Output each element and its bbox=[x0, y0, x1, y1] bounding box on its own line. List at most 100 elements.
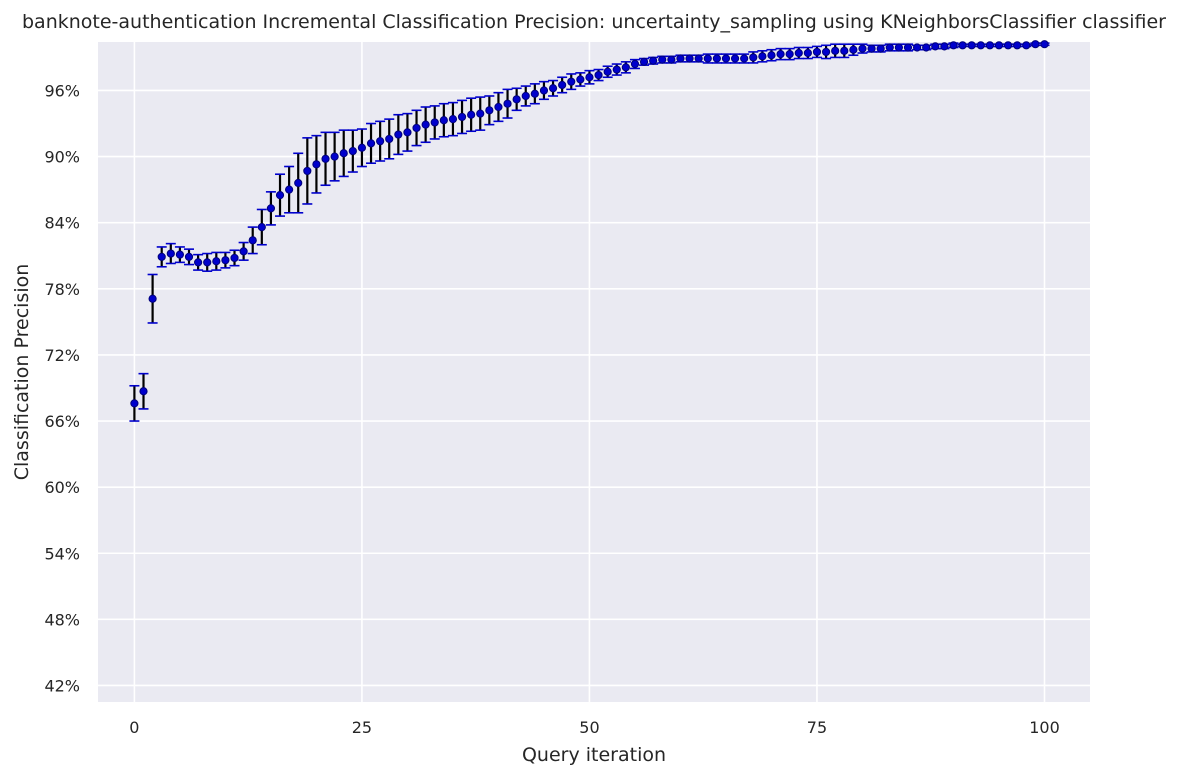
data-point bbox=[639, 57, 649, 66]
data-point bbox=[494, 102, 503, 112]
data-point bbox=[184, 252, 194, 261]
data-point bbox=[403, 128, 412, 137]
data-point bbox=[339, 149, 348, 158]
y-gridlines bbox=[98, 89, 1090, 687]
y-tick-label: 48% bbox=[44, 610, 80, 629]
data-point bbox=[1003, 41, 1013, 50]
data-point bbox=[994, 41, 1004, 50]
data-point bbox=[776, 50, 785, 59]
data-point bbox=[421, 120, 430, 129]
data-point bbox=[958, 41, 967, 50]
y-tick-label: 84% bbox=[44, 214, 80, 233]
data-point bbox=[457, 112, 467, 122]
data-point bbox=[976, 41, 985, 50]
data-point bbox=[876, 44, 885, 53]
data-point bbox=[603, 67, 612, 76]
data-point bbox=[175, 250, 185, 259]
data-point bbox=[266, 204, 276, 213]
data-point bbox=[539, 86, 549, 95]
y-axis-label: Classification Precision bbox=[11, 264, 33, 481]
data-point bbox=[576, 75, 585, 84]
data-point bbox=[1013, 41, 1022, 50]
data-point bbox=[621, 63, 630, 72]
data-point bbox=[394, 130, 403, 139]
data-point bbox=[712, 54, 721, 63]
data-point bbox=[330, 152, 339, 161]
data-point bbox=[812, 47, 822, 57]
data-points bbox=[130, 40, 1049, 408]
data-point bbox=[649, 56, 658, 65]
data-point bbox=[894, 43, 903, 52]
x-tick-label: 75 bbox=[807, 718, 827, 737]
data-point bbox=[212, 257, 221, 266]
data-point bbox=[694, 54, 703, 63]
x-tick-label: 100 bbox=[1029, 718, 1060, 737]
data-point bbox=[430, 118, 439, 127]
plot-area bbox=[98, 42, 1090, 702]
data-point bbox=[594, 70, 603, 80]
data-point bbox=[558, 80, 567, 90]
data-point bbox=[821, 47, 831, 57]
data-point bbox=[166, 249, 175, 258]
data-point bbox=[385, 134, 394, 144]
data-point bbox=[248, 236, 257, 245]
data-point bbox=[512, 95, 521, 104]
data-point bbox=[521, 91, 530, 101]
data-point bbox=[931, 42, 940, 51]
x-tick-label: 0 bbox=[129, 718, 139, 737]
data-point bbox=[530, 89, 539, 98]
data-point bbox=[412, 123, 421, 133]
data-point bbox=[585, 73, 594, 82]
data-point bbox=[922, 43, 931, 52]
data-point bbox=[467, 110, 476, 119]
data-point bbox=[849, 45, 858, 54]
data-point bbox=[912, 43, 922, 52]
data-point bbox=[357, 143, 367, 152]
data-point bbox=[221, 256, 230, 265]
data-point bbox=[239, 247, 248, 256]
data-point bbox=[503, 99, 512, 108]
data-point bbox=[867, 44, 876, 53]
y-tick-label: 42% bbox=[44, 676, 80, 695]
data-point bbox=[366, 139, 376, 148]
data-point bbox=[257, 223, 266, 232]
x-tick-label: 25 bbox=[352, 718, 372, 737]
data-point bbox=[721, 54, 731, 63]
data-point bbox=[203, 258, 212, 267]
data-point bbox=[749, 53, 758, 62]
data-point bbox=[275, 191, 285, 200]
data-point bbox=[630, 59, 640, 69]
data-point bbox=[485, 106, 494, 115]
data-point bbox=[803, 48, 812, 58]
data-point bbox=[439, 116, 448, 125]
data-point bbox=[885, 43, 894, 52]
data-point bbox=[321, 154, 330, 163]
data-point bbox=[303, 166, 312, 176]
data-point bbox=[148, 294, 157, 303]
data-point bbox=[312, 160, 321, 169]
data-point bbox=[730, 54, 740, 63]
data-point bbox=[667, 55, 676, 64]
data-point bbox=[157, 252, 166, 261]
data-point bbox=[840, 46, 849, 55]
data-point bbox=[1040, 40, 1049, 49]
data-point bbox=[285, 185, 294, 194]
y-tick-label: 90% bbox=[44, 148, 80, 167]
data-point bbox=[940, 42, 949, 51]
data-point bbox=[967, 41, 976, 50]
y-tick-label: 60% bbox=[44, 478, 80, 497]
data-point bbox=[685, 54, 694, 63]
data-point bbox=[448, 115, 458, 124]
y-tick-label: 78% bbox=[44, 280, 80, 299]
data-point bbox=[130, 399, 139, 408]
y-tick-label: 96% bbox=[44, 81, 80, 100]
data-point bbox=[758, 52, 767, 61]
x-tick-label: 50 bbox=[579, 718, 599, 737]
data-point bbox=[703, 54, 712, 63]
data-point bbox=[785, 50, 794, 59]
data-point bbox=[294, 178, 303, 188]
data-point bbox=[858, 44, 867, 53]
data-point bbox=[831, 46, 840, 55]
